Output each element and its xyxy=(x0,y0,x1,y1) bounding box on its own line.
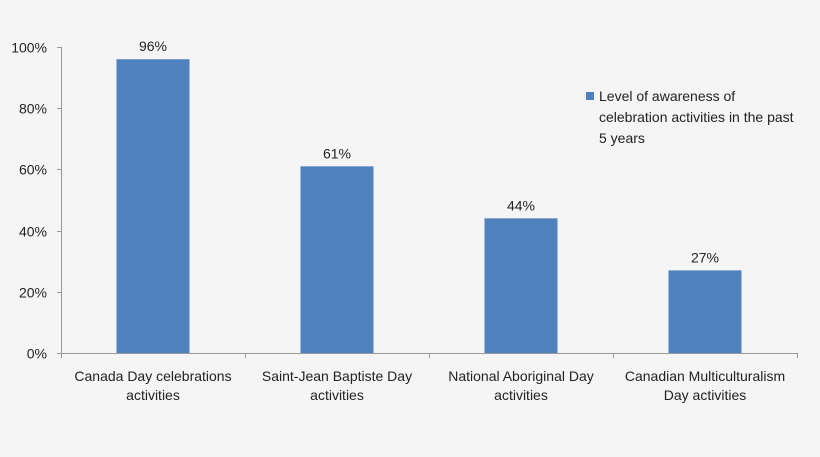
bar-data-label: 27% xyxy=(691,249,719,265)
bar-data-label: 96% xyxy=(139,38,167,54)
bar xyxy=(668,270,742,353)
y-tick-label: 80% xyxy=(19,101,47,117)
x-category-label: activities xyxy=(126,387,180,403)
y-tick-label: 100% xyxy=(11,40,47,56)
x-category-label: Canada Day celebrations xyxy=(74,368,231,384)
bars: 96% 61% 44% 27% xyxy=(116,38,742,354)
bar xyxy=(116,59,190,354)
legend-swatch xyxy=(586,92,594,100)
x-category-label: National Aboriginal Day xyxy=(448,368,594,384)
bar xyxy=(484,218,558,353)
y-tick-label: 40% xyxy=(19,224,47,240)
y-tick-label: 20% xyxy=(19,285,47,301)
x-axis: Canada Day celebrations activities Saint-J… xyxy=(61,353,798,403)
bar-data-label: 44% xyxy=(507,197,535,213)
x-category-label: activities xyxy=(310,387,364,403)
legend-label: Level of awareness of xyxy=(599,88,735,104)
y-tick-label: 0% xyxy=(27,346,47,362)
x-category-label: activities xyxy=(494,387,548,403)
x-category-label: Canadian Multiculturalism xyxy=(625,368,785,384)
bar-data-label: 61% xyxy=(323,145,351,161)
legend-label: 5 years xyxy=(599,130,645,146)
y-axis: 0% 20% 40% 60% 80% 100% xyxy=(11,40,62,362)
legend: Level of awareness of celebration activit… xyxy=(586,88,794,146)
legend-label: celebration activities in the past xyxy=(599,109,794,125)
bar xyxy=(300,166,374,353)
x-category-label: Saint-Jean Baptiste Day xyxy=(262,368,412,384)
x-category-label: Day activities xyxy=(664,387,746,403)
y-tick-label: 60% xyxy=(19,162,47,178)
